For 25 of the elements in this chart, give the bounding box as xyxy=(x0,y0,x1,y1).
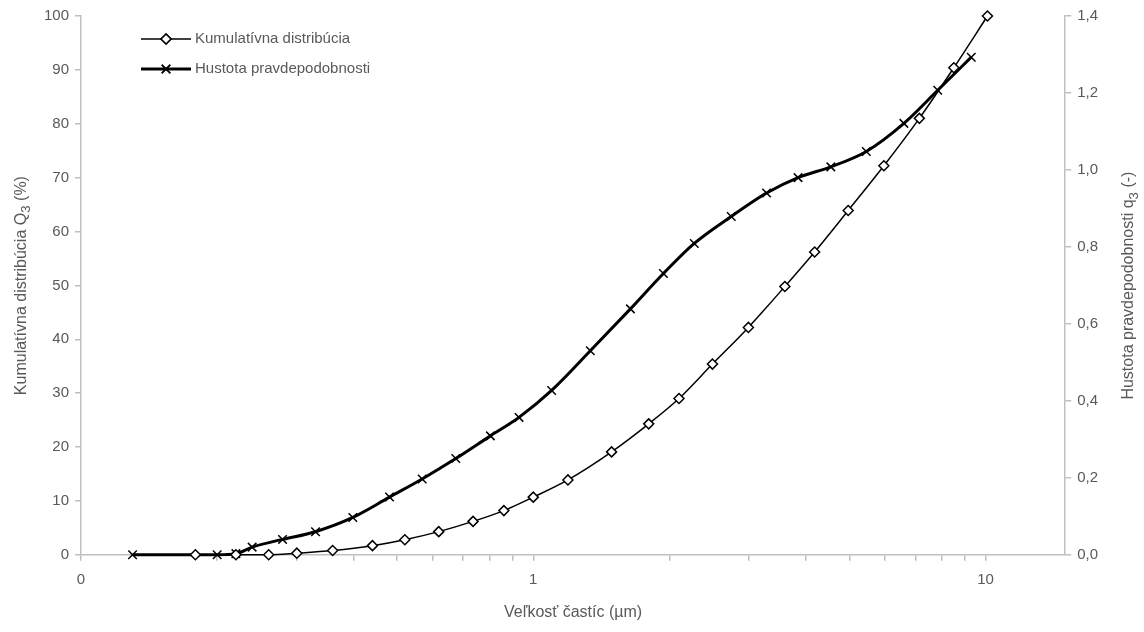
y-tick-label: 90 xyxy=(52,60,70,78)
x-tick-label: 10 xyxy=(977,569,994,587)
y2-tick-label: 0,6 xyxy=(1077,314,1099,332)
y-tick-label: 100 xyxy=(44,6,70,24)
y2-tick-label: 1,4 xyxy=(1077,6,1099,24)
y-tick-label: 0 xyxy=(60,544,70,562)
y-tick-label: 60 xyxy=(52,221,70,239)
x-axis-title: Veľkosť častíc (µm) xyxy=(504,602,643,620)
x-tick-label: 0 xyxy=(76,569,86,587)
y2-tick-label: 1,2 xyxy=(1077,83,1099,101)
y2-tick-label: 0,2 xyxy=(1077,467,1099,485)
y2-tick-label: 1,0 xyxy=(1077,160,1099,178)
y-tick-label: 80 xyxy=(52,113,70,131)
y-tick-label: 20 xyxy=(52,437,70,455)
y2-tick-label: 0,8 xyxy=(1077,237,1099,255)
legend-label: Hustota pravdepodobnosti xyxy=(195,59,371,77)
y2-tick-label: 0,4 xyxy=(1077,391,1099,408)
y-tick-label: 10 xyxy=(52,491,70,509)
legend-label: Kumulatívna distribúcia xyxy=(195,29,351,47)
y2-tick-label: 0,0 xyxy=(1077,544,1099,562)
y-tick-label: 40 xyxy=(52,329,70,347)
y-tick-label: 30 xyxy=(52,383,70,401)
y-tick-label: 50 xyxy=(52,275,70,293)
x-tick-label: 1 xyxy=(529,569,538,587)
y-tick-label: 70 xyxy=(52,167,70,185)
